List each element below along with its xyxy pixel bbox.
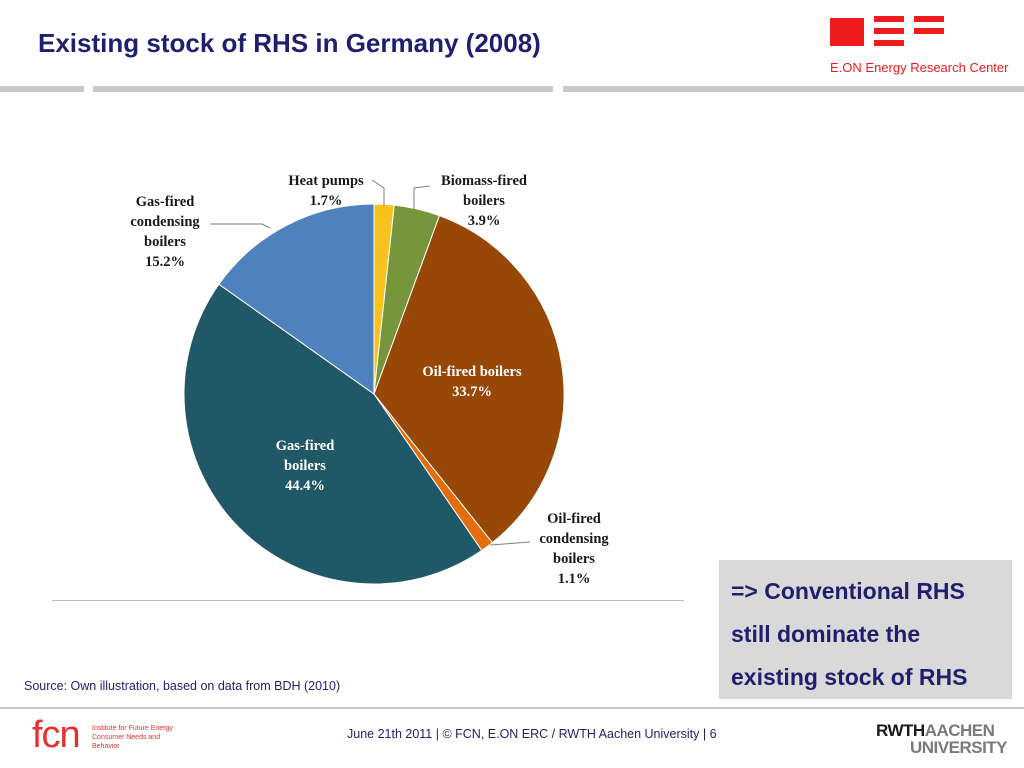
leader-line — [371, 179, 385, 206]
slice-name-label: Biomass-fired — [441, 173, 527, 189]
eon-logo-bar — [874, 16, 904, 22]
leader-line — [489, 541, 531, 546]
slice-value-label: 1.7% — [310, 193, 343, 209]
fcn-logo: fcn Institute for Future Energy Consumer… — [32, 714, 182, 758]
slide-title: Existing stock of RHS in Germany (2008) — [38, 28, 541, 58]
rwth-logo-text: RWTH — [876, 721, 925, 740]
slice-name-label: Gas-fired — [276, 438, 335, 454]
rwth-logo: RWTHAACHEN UNIVERSITY — [876, 721, 1008, 760]
callout-line: still dominate the — [731, 621, 921, 647]
eon-logo-bar — [914, 28, 944, 34]
callout-line: existing stock of RHS — [731, 664, 968, 690]
footer-text: June 21th 2011 | © FCN, E.ON ERC / RWTH … — [347, 727, 717, 741]
slice-label: Oil-fired boilers 33.7% — [422, 364, 522, 400]
fcn-logo-mark: fcn — [32, 714, 81, 756]
rwth-logo-text: AACHEN — [924, 721, 995, 740]
slice-value-label: 3.9% — [468, 213, 501, 229]
header-rule — [0, 86, 84, 92]
chart-baseline — [52, 600, 684, 601]
slice-label: Biomass-fired boilers 3.9% — [441, 173, 527, 229]
conclusion-callout: => Conventional RHS still dominate the e… — [719, 560, 1012, 699]
slice-value-label: 15.2% — [145, 254, 185, 270]
eon-logo-square — [830, 18, 864, 46]
slice-label: Gas-fired condensing boilers 15.2% — [130, 194, 200, 270]
slice-value-label: 44.4% — [285, 478, 325, 494]
source-note: Source: Own illustration, based on data … — [24, 679, 341, 693]
slice-value-label: 33.7% — [452, 384, 492, 400]
header-rule — [563, 86, 1024, 92]
slice-label: Heat pumps 1.7% — [288, 173, 364, 209]
eon-logo-bar — [874, 40, 904, 46]
slice-name-label: boilers — [144, 234, 186, 250]
slice-name-label: Heat pumps — [288, 173, 364, 189]
pie-slice — [373, 214, 565, 544]
header-rule — [93, 86, 553, 92]
slice-label: Oil-fired condensing boilers 1.1% — [539, 511, 609, 587]
slice-value-label: 1.1% — [558, 571, 591, 587]
eon-logo-text: E.ON Energy Research Center — [830, 60, 1009, 75]
slice-name-label: Gas-fired — [136, 194, 195, 210]
rwth-logo-text: UNIVERSITY — [910, 738, 1008, 757]
eon-erc-logo: E.ON Energy Research Center — [830, 16, 1008, 78]
slice-name-label: boilers — [284, 458, 326, 474]
slice-name-label: boilers — [463, 193, 505, 209]
slice-name-label: condensing — [130, 214, 200, 230]
fcn-logo-subtitle: Institute for Future Energy Consumer Nee… — [92, 725, 173, 750]
slice-name-label: Oil-fired — [547, 511, 601, 527]
callout-line: => Conventional RHS — [731, 578, 965, 604]
slice-name-label: condensing — [539, 531, 609, 547]
eon-logo-bar — [874, 28, 904, 34]
slice-name-label: Oil-fired boilers — [422, 364, 522, 380]
eon-logo-bar — [914, 16, 944, 22]
leader-line — [210, 223, 271, 229]
slice-name-label: boilers — [553, 551, 595, 567]
pie-slice — [183, 283, 483, 585]
footer-rule — [0, 707, 1024, 709]
slice-label: Gas-fired boilers 44.4% — [276, 438, 335, 494]
leader-line — [413, 185, 431, 210]
pie-slice — [218, 203, 375, 395]
